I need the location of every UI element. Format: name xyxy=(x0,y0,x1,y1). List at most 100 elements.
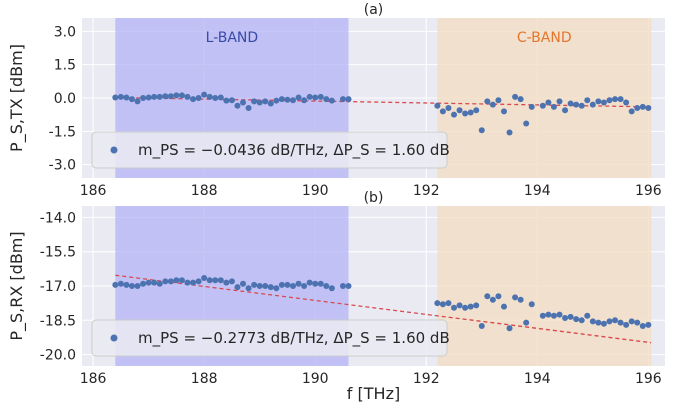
data-point xyxy=(328,97,335,104)
data-point xyxy=(506,129,513,136)
data-point xyxy=(190,96,197,103)
data-point xyxy=(550,312,557,319)
data-point xyxy=(195,95,202,101)
y-tick-label: -17.0 xyxy=(40,279,76,295)
data-point xyxy=(173,92,180,99)
data-point xyxy=(539,312,546,319)
data-point xyxy=(578,317,585,324)
data-point xyxy=(645,321,652,328)
data-point xyxy=(312,94,319,101)
data-point xyxy=(128,96,135,103)
data-point xyxy=(151,93,158,100)
data-point xyxy=(295,280,302,287)
data-point xyxy=(484,98,491,105)
data-point xyxy=(251,281,258,288)
data-point xyxy=(212,277,219,284)
data-point xyxy=(162,278,169,285)
data-point xyxy=(278,96,285,103)
data-point xyxy=(117,280,124,287)
data-point xyxy=(301,283,308,289)
y-tick-label: -18.5 xyxy=(40,313,76,329)
data-point xyxy=(478,323,485,329)
data-point xyxy=(489,101,496,108)
data-point xyxy=(451,111,458,118)
data-point xyxy=(567,100,574,107)
data-point xyxy=(284,281,291,288)
legend-box xyxy=(91,131,448,169)
data-point xyxy=(617,96,624,103)
fit-line xyxy=(115,96,652,108)
data-point xyxy=(628,108,635,115)
panel-b: 186 188 190 192 194 196 -14.0 -15.5 -17.0 -18.5 -2… xyxy=(7,190,665,402)
data-point xyxy=(495,293,502,300)
legend-marker xyxy=(110,146,118,154)
y-tick-label: 0.0 xyxy=(54,91,76,107)
x-tick-label: 188 xyxy=(191,371,218,387)
data-point xyxy=(584,312,591,319)
data-point xyxy=(612,317,619,324)
data-point xyxy=(567,313,574,320)
data-point xyxy=(434,102,441,109)
data-point xyxy=(500,303,507,310)
y-axis-label: P_S,TX [dBm] xyxy=(7,44,27,152)
data-point xyxy=(478,127,485,134)
data-point xyxy=(195,278,202,285)
data-point xyxy=(539,102,546,109)
data-point xyxy=(140,280,147,287)
data-point xyxy=(473,107,480,114)
legend-box xyxy=(91,319,448,357)
data-point xyxy=(345,96,352,103)
data-point xyxy=(262,98,269,105)
data-point xyxy=(184,93,191,100)
data-point xyxy=(639,323,646,329)
data-point xyxy=(123,281,130,288)
data-point xyxy=(240,99,247,106)
data-point xyxy=(223,97,230,104)
data-point xyxy=(151,279,158,286)
data-point xyxy=(145,94,152,101)
x-tick-label: 196 xyxy=(635,371,662,387)
data-point xyxy=(484,293,491,300)
data-point xyxy=(323,96,330,103)
data-point xyxy=(267,284,274,291)
x-tick-label: 190 xyxy=(302,371,329,387)
data-point xyxy=(578,102,585,109)
data-point xyxy=(317,280,324,287)
y-tick-label: 1.5 xyxy=(54,58,76,74)
data-point xyxy=(295,94,302,101)
data-point xyxy=(612,96,619,103)
legend-label: m_PS = −0.2773 dB/THz, ΔP_S = 1.60 dB xyxy=(138,329,450,348)
data-point xyxy=(162,93,169,100)
x-tick-label: 194 xyxy=(524,371,551,387)
data-point xyxy=(312,280,319,287)
x-tick-label: 192 xyxy=(413,183,440,199)
data-point xyxy=(339,283,346,289)
data-point xyxy=(262,283,269,289)
y-tick-label: -14.0 xyxy=(40,210,76,226)
x-tick-label: 194 xyxy=(524,183,551,199)
y-tick-label: -3.0 xyxy=(49,158,76,174)
data-point xyxy=(273,97,280,104)
data-point xyxy=(573,316,580,323)
data-point xyxy=(234,102,241,109)
data-point xyxy=(462,304,469,311)
data-point xyxy=(439,301,446,308)
data-point xyxy=(451,304,458,311)
data-point xyxy=(267,100,274,107)
legend-label: m_PS = −0.0436 dB/THz, ΔP_S = 1.60 dB xyxy=(138,141,450,160)
data-point xyxy=(506,325,513,332)
data-point xyxy=(606,318,613,325)
data-point xyxy=(562,107,569,114)
data-point xyxy=(206,93,213,100)
data-point xyxy=(434,300,441,307)
data-point xyxy=(201,91,208,98)
data-point xyxy=(240,280,247,287)
data-point xyxy=(523,120,530,127)
band-region-c xyxy=(437,206,652,366)
data-point xyxy=(112,281,119,288)
panel-a: L-BAND C-BAND 186 188 190 192 194 196 3.0 1.5 0.0 -… xyxy=(7,2,665,199)
data-point xyxy=(317,93,324,100)
data-point xyxy=(256,99,263,106)
data-point xyxy=(545,99,552,106)
